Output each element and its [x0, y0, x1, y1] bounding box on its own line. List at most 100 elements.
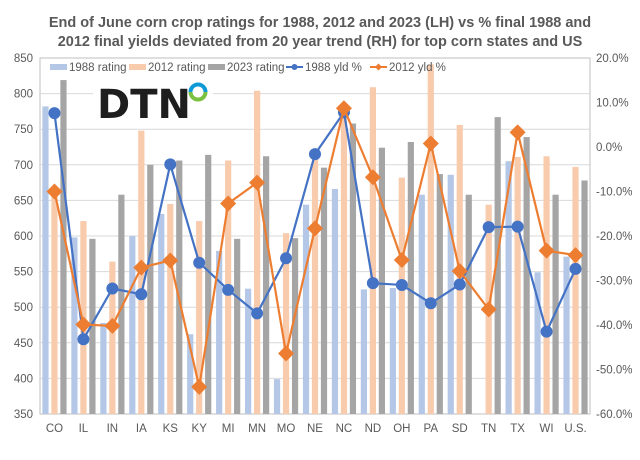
bar-2012-rating [427, 64, 434, 415]
right-tick-label: -40.0% [596, 320, 632, 332]
bar-2012-rating [282, 233, 290, 414]
bar-2023-rating [263, 156, 270, 415]
bar-2023-rating [378, 147, 385, 414]
left-tick-label: 700 [14, 160, 33, 172]
point-1988-yld [193, 256, 206, 269]
bar-2023-rating [89, 238, 96, 414]
point-2012-yld [249, 174, 266, 191]
point-2012-yld [480, 301, 497, 318]
legend-swatch [129, 64, 146, 70]
left-tick-label: 550 [14, 267, 33, 279]
bar-1988-rating [418, 194, 425, 414]
bar-2012-rating [254, 90, 261, 414]
bar-2012-rating [398, 177, 405, 414]
point-1988-yld [222, 283, 235, 296]
right-tick-label: -20.0% [596, 231, 632, 243]
x-tick-label: NC [336, 423, 353, 435]
logo-ring-blue-icon [188, 82, 208, 93]
point-1988-yld [453, 278, 466, 291]
x-tick-label: IN [107, 423, 119, 435]
right-tick-label: -60.0% [596, 409, 632, 421]
point-2012-yld [46, 183, 63, 200]
legend-label: 1988 yld % [305, 62, 362, 74]
bar-1988-rating [302, 204, 310, 414]
x-tick-label: MI [222, 423, 235, 435]
point-2012-yld [422, 135, 439, 152]
chart-title-line-2: 2012 final yields deviated from 20 year … [57, 34, 583, 50]
bar-2023-rating [234, 238, 241, 414]
point-1988-yld [309, 148, 321, 161]
bar-1988-rating [71, 237, 78, 414]
point-1988-yld [366, 277, 379, 290]
point-2012-yld [567, 247, 584, 264]
bar-2023-rating [291, 238, 299, 414]
right-axis: 20.0% 10.0% 0.0% -10.0% -20.0% -30.0% -40.0% -5… [596, 53, 632, 421]
legend-marker-diamond [375, 63, 382, 71]
left-tick-label: 450 [14, 338, 33, 350]
line-series [46, 100, 584, 395]
bar-1988-rating [129, 236, 136, 414]
point-1988-yld [540, 325, 553, 338]
point-1988-yld [395, 278, 408, 291]
left-tick-label: 400 [14, 373, 33, 385]
x-tick-label: KY [192, 423, 208, 435]
bar-2012-rating [340, 111, 348, 415]
bar-1988-rating [245, 288, 252, 414]
bar-2012-rating [109, 261, 116, 414]
bar-2023-rating [436, 174, 443, 414]
x-tick-label: CO [46, 423, 63, 435]
bar-2012-rating [369, 87, 376, 414]
legend-marker-circle [291, 64, 298, 70]
right-tick-label: 10.0% [596, 98, 629, 110]
point-1988-yld [164, 158, 177, 171]
bar-1988-rating [158, 213, 165, 414]
point-2012-yld [335, 100, 352, 117]
x-tick-label: MO [277, 423, 296, 435]
x-tick-label: KS [163, 423, 179, 435]
bar-1988-rating [100, 322, 107, 414]
x-tick-label: IA [136, 423, 147, 435]
legend-label: 2023 rating [227, 62, 285, 74]
right-tick-label: 20.0% [596, 53, 629, 65]
bar-2023-rating [118, 194, 125, 414]
point-1988-yld [424, 297, 437, 310]
point-2012-yld [162, 252, 179, 269]
left-tick-label: 800 [14, 89, 33, 101]
legend-label: 1988 rating [69, 62, 127, 74]
bar-2023-rating [176, 160, 183, 414]
point-2012-yld [393, 252, 410, 269]
left-tick-label: 500 [14, 302, 33, 314]
left-tick-label: 750 [14, 124, 33, 136]
bar-1988-rating [187, 334, 194, 414]
point-1988-yld [511, 220, 524, 233]
bar-1988-rating [447, 174, 454, 414]
point-2012-yld [191, 378, 208, 395]
point-2012-yld [364, 169, 381, 186]
x-axis: CO IL IN IA KS KY MI MN MO NE NC ND OH PA SD TN TX WI U.S. [46, 423, 587, 435]
x-tick-label: IL [79, 423, 89, 435]
right-tick-label: -30.0% [596, 276, 632, 288]
point-2012-yld [538, 242, 555, 259]
point-2012-yld [133, 259, 150, 276]
dtn-logo: DTN [93, 78, 213, 128]
right-tick-label: -10.0% [596, 187, 632, 199]
bar-1988-rating [42, 106, 49, 414]
point-1988-yld [106, 282, 119, 295]
bar-1988-rating [505, 161, 512, 414]
x-tick-label: NE [307, 423, 323, 435]
left-axis: 850 800 750 700 650 600 550 500 450 400 350 [14, 53, 33, 421]
bar-2012-rating [167, 203, 174, 414]
logo-ring-green-icon [188, 91, 208, 102]
x-tick-label: U.S. [564, 423, 586, 435]
bar-1988-rating [216, 250, 223, 414]
legend-swatch [50, 64, 67, 70]
logo-text: DTN [97, 82, 191, 128]
x-tick-label: ND [365, 423, 382, 435]
bar-2023-rating [523, 137, 530, 415]
bar-1988-rating [331, 189, 339, 414]
x-tick-label: TX [510, 423, 525, 435]
point-1988-yld [482, 221, 495, 234]
point-2012-yld [75, 316, 92, 333]
left-tick-label: 650 [14, 195, 33, 207]
bar-2023-rating [205, 154, 212, 414]
